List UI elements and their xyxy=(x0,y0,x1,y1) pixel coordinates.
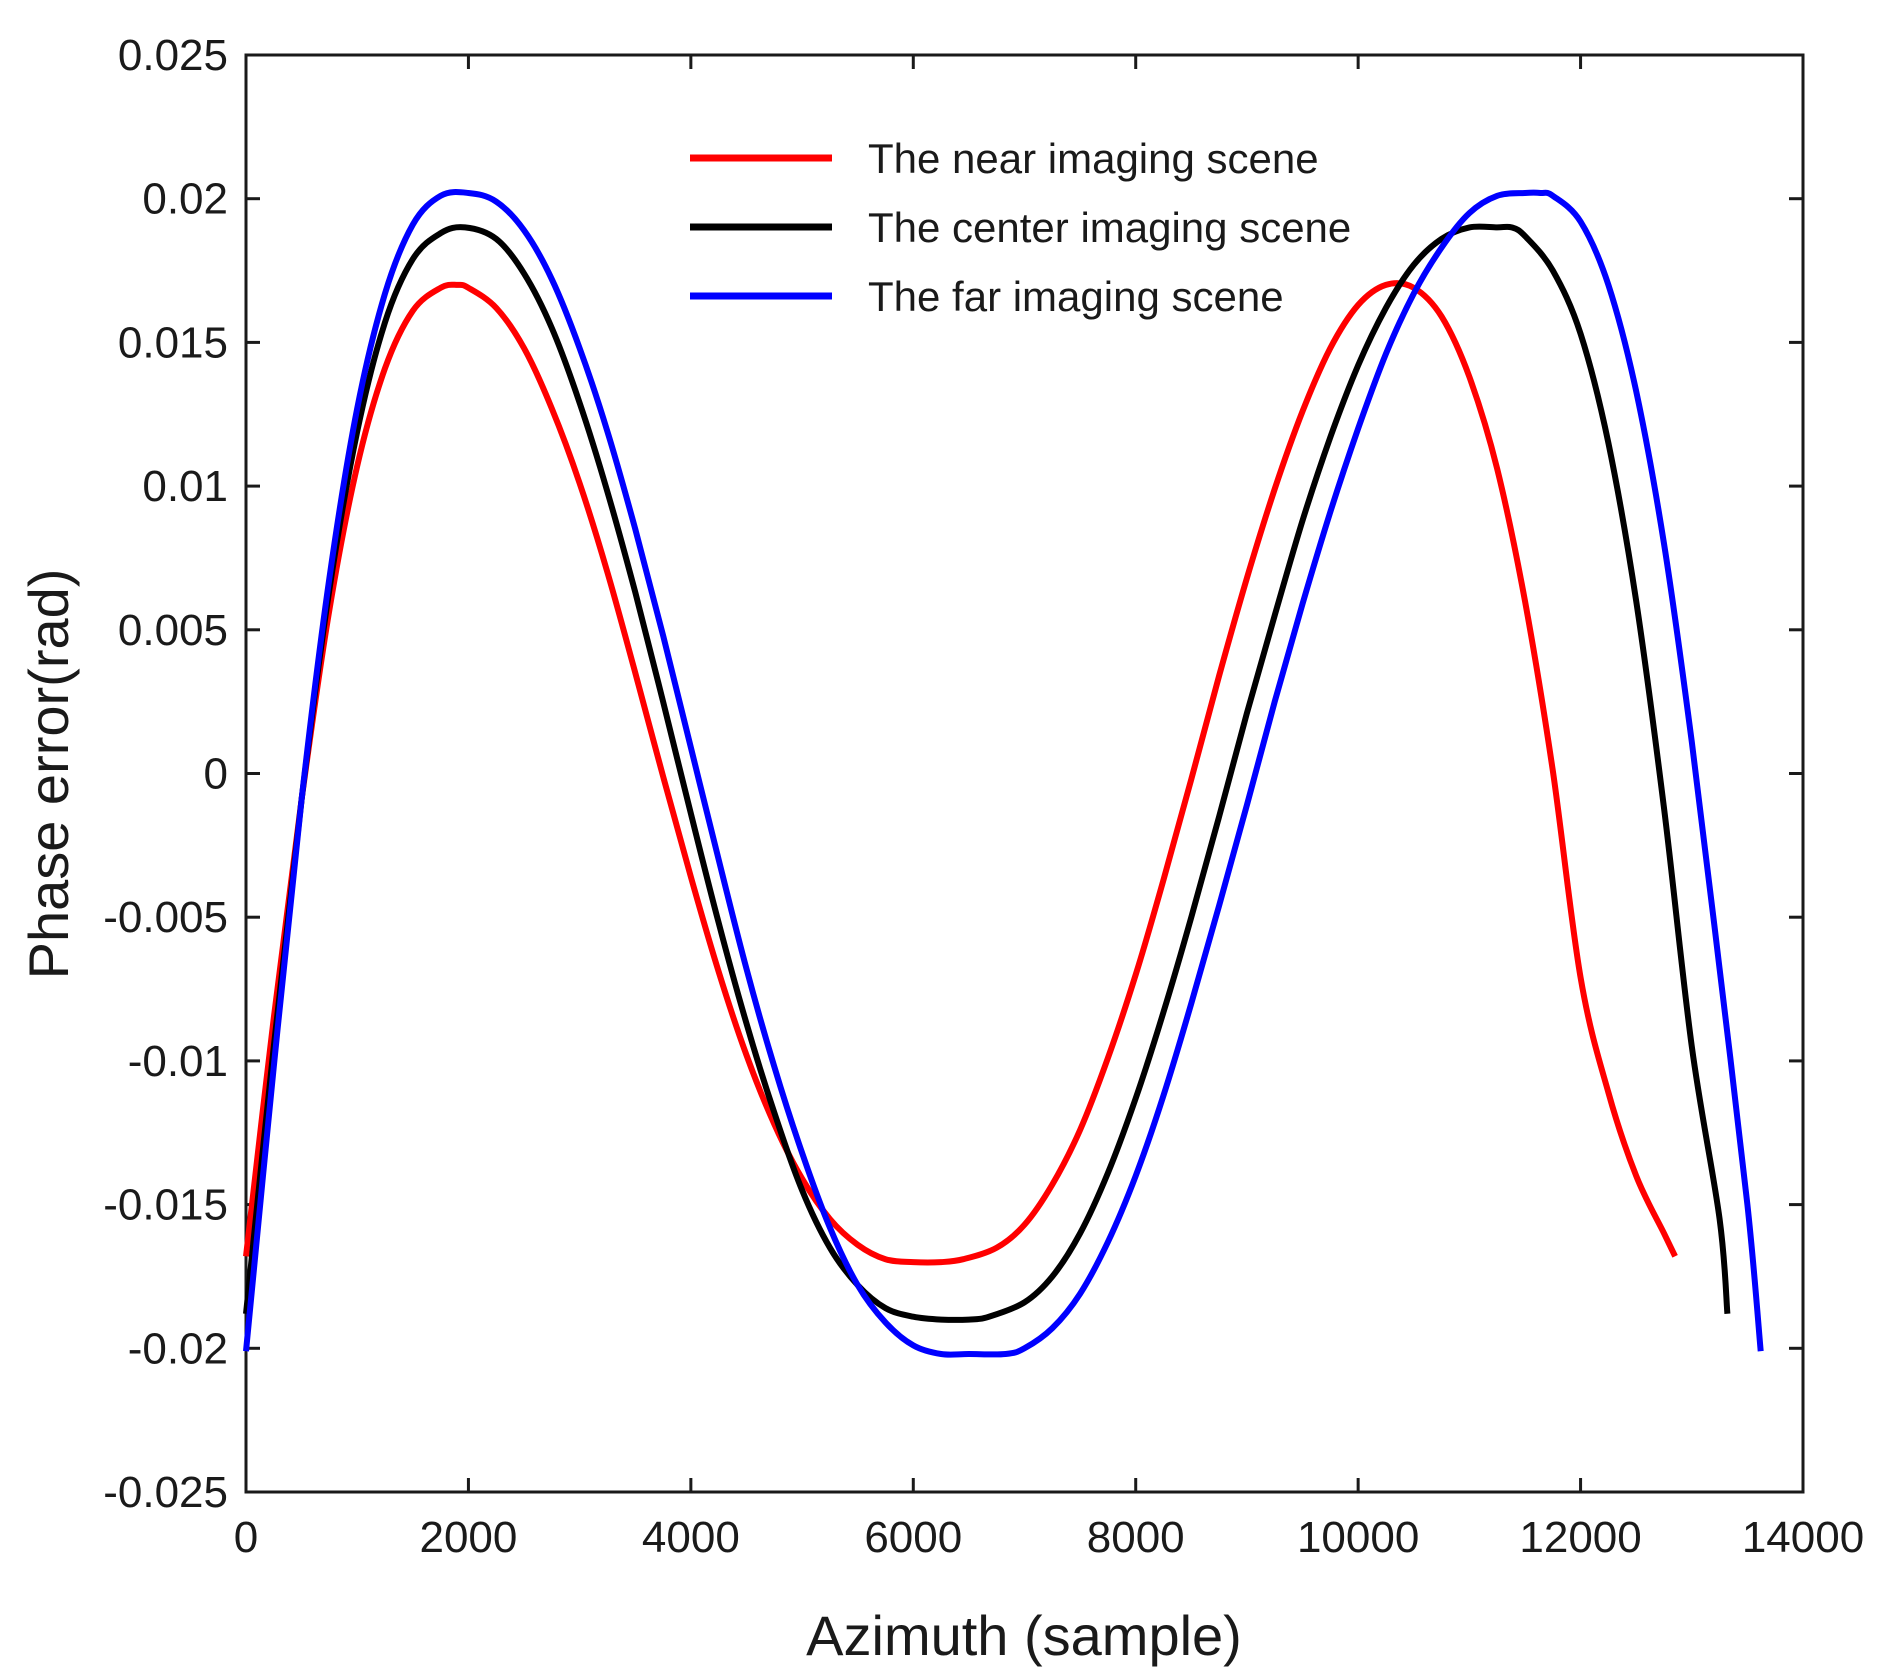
y-tick-label: -0.01 xyxy=(128,1037,228,1086)
y-tick-label: 0.015 xyxy=(118,318,228,367)
series-line-0 xyxy=(243,280,1678,1266)
y-tick-label: 0 xyxy=(204,750,228,799)
x-axis-label: Azimuth (sample) xyxy=(806,1604,1242,1667)
y-tick-label: -0.025 xyxy=(103,1468,228,1517)
x-tick-label: 10000 xyxy=(1297,1513,1419,1562)
y-axis-label: Phase error(rad) xyxy=(17,569,80,980)
y-tick-label: -0.02 xyxy=(128,1324,228,1373)
y-tick-label: 0.02 xyxy=(142,175,228,224)
x-axis-ticks: 0 2000 4000 6000 8000 10000 12000 14000 xyxy=(234,55,1864,1562)
y-tick-label: -0.005 xyxy=(103,893,228,942)
x-tick-label: 14000 xyxy=(1742,1513,1864,1562)
x-tick-label: 12000 xyxy=(1519,1513,1641,1562)
y-tick-label: 0.005 xyxy=(118,606,228,655)
y-tick-label: -0.015 xyxy=(103,1181,228,1230)
plot-area xyxy=(244,53,1805,1494)
x-tick-label: 6000 xyxy=(864,1513,962,1562)
legend-label-2: The far imaging scene xyxy=(868,273,1284,320)
y-tick-label: 0.025 xyxy=(118,31,228,80)
series-line-1 xyxy=(243,223,1731,1323)
legend-label-0: The near imaging scene xyxy=(868,135,1319,182)
x-tick-label: 2000 xyxy=(419,1513,517,1562)
legend: The near imaging scene The center imaging… xyxy=(690,135,1351,320)
y-axis-ticks: 0.025 0.02 0.015 0.01 0.005 0 -0.005 -0.01 -0.01… xyxy=(103,31,1803,1517)
y-tick-label: 0.01 xyxy=(142,462,228,511)
x-tick-label: 0 xyxy=(234,1513,258,1562)
series-line-2 xyxy=(243,189,1764,1358)
x-tick-label: 4000 xyxy=(642,1513,740,1562)
legend-label-1: The center imaging scene xyxy=(868,204,1351,251)
x-tick-label: 8000 xyxy=(1087,1513,1185,1562)
series-lines xyxy=(243,189,1764,1358)
